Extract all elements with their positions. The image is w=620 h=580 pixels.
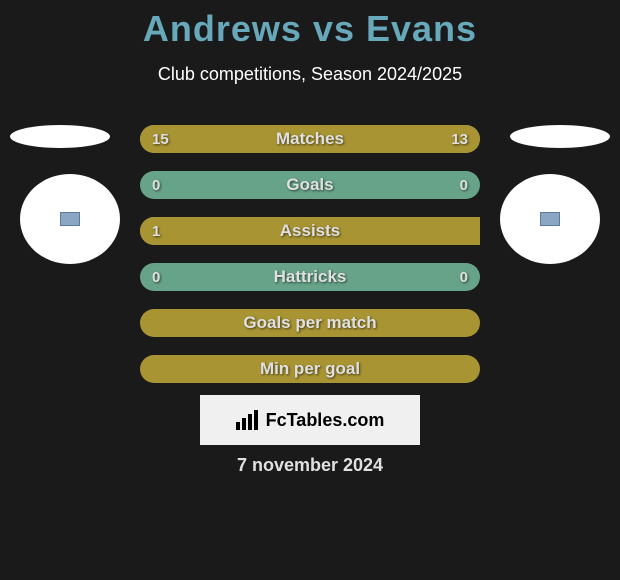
stats-container: 15 13 Matches 0 0 Goals 1 Assists 0 0 Hattricks Goa… <box>140 125 480 401</box>
player-circle-left <box>20 174 120 264</box>
player-ellipse-right <box>510 125 610 148</box>
stat-bar: 1 Assists <box>140 217 480 245</box>
stat-label: Hattricks <box>274 267 347 287</box>
placeholder-icon <box>540 212 560 226</box>
page-title: Andrews vs Evans <box>0 0 620 50</box>
placeholder-icon <box>60 212 80 226</box>
stat-left-value: 1 <box>152 223 160 240</box>
stat-left-value: 15 <box>152 131 169 148</box>
logo-bars-icon <box>236 410 258 430</box>
stat-label: Assists <box>280 221 340 241</box>
stat-label: Matches <box>276 129 344 149</box>
stat-bar: Min per goal <box>140 355 480 383</box>
stat-bar: 0 0 Goals <box>140 171 480 199</box>
stat-left-value: 0 <box>152 269 160 286</box>
player-ellipse-left <box>10 125 110 148</box>
date-text: 7 november 2024 <box>237 455 383 476</box>
footer-logo: FcTables.com <box>200 395 420 445</box>
stat-bar: Goals per match <box>140 309 480 337</box>
stat-right-value: 13 <box>451 131 468 148</box>
stat-right-value: 0 <box>460 177 468 194</box>
stat-right-value: 0 <box>460 269 468 286</box>
logo-text: FcTables.com <box>266 410 385 431</box>
stat-left-value: 0 <box>152 177 160 194</box>
player-circle-right <box>500 174 600 264</box>
stat-label: Goals <box>286 175 333 195</box>
stat-label: Goals per match <box>243 313 376 333</box>
stat-label: Min per goal <box>260 359 360 379</box>
stat-bar: 15 13 Matches <box>140 125 480 153</box>
subtitle: Club competitions, Season 2024/2025 <box>0 64 620 85</box>
stat-bar: 0 0 Hattricks <box>140 263 480 291</box>
